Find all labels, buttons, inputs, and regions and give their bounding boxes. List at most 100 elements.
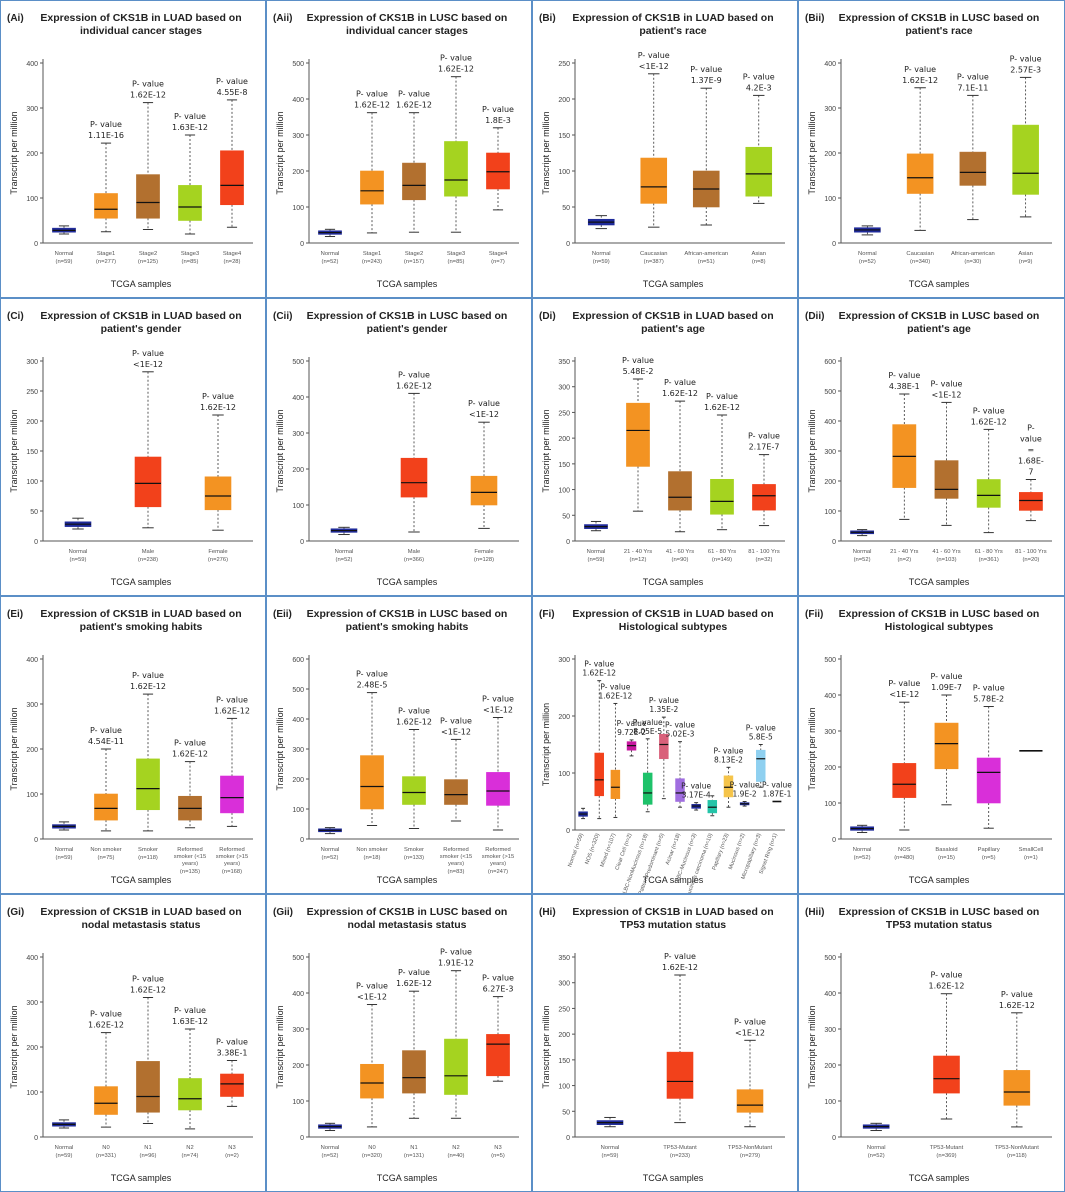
panel-label: (Gii) <box>273 907 293 918</box>
box-iqr <box>402 162 426 201</box>
box-group: P- value 1.63E-12 Stage3 (n=85) <box>172 112 208 265</box>
boxplot-svg: (Ci) Expression of CKS1B in LUAD based on… <box>7 310 253 587</box>
box-group: P- value 1.62E-12 N0 (n=331) <box>88 1010 124 1159</box>
sample-count-label: (n=51) <box>698 259 715 265</box>
chart-title-line1: Expression of CKS1B in LUAD based on <box>40 608 241 620</box>
p-value-text: 5.78E-2 <box>973 695 1004 704</box>
y-axis-label: Transcript per million <box>807 707 817 790</box>
box-group: P- value 1.62E-12 Male (n=366) <box>396 370 432 563</box>
y-tick-label: 250 <box>26 389 38 396</box>
p-value-text: 1.63E-12 <box>172 123 208 132</box>
panel-label: (Fii) <box>805 609 823 620</box>
panel-label: (Di) <box>539 311 556 322</box>
p-value-label: P- value <box>174 739 206 748</box>
x-axis-label: TCGA samples <box>377 279 438 289</box>
box-group: P- value 6.27E-3 N3 (n=5) <box>482 974 514 1159</box>
box-group: P- value 1.62E-12 Stage3 (n=85) <box>438 54 474 265</box>
y-tick-label: 200 <box>824 479 836 486</box>
sample-count-label: (n=131) <box>404 1153 424 1159</box>
p-value-label: P- value <box>356 982 388 991</box>
x-axis-label: TCGA samples <box>111 279 172 289</box>
category-label: 61 - 80 Yrs <box>975 549 1003 555</box>
sample-count-label: (n=125) <box>138 259 158 265</box>
box-group: P- value 1.62E-12 61 - 80 Yrs (n=149) <box>704 392 740 563</box>
box-iqr <box>642 772 653 805</box>
panel-label: (Gi) <box>7 907 24 918</box>
y-tick-label: 300 <box>292 431 304 438</box>
y-tick-label: 0 <box>566 241 570 248</box>
box-iqr <box>486 1034 510 1077</box>
chart-title-line1: Expression of CKS1B in LUSC based on <box>307 12 508 24</box>
y-tick-label: 0 <box>34 241 38 248</box>
p-value-text: 1.62E-12 <box>582 669 616 678</box>
p-value-text: <1E-12 <box>639 62 669 71</box>
box-iqr <box>710 478 734 515</box>
category-label: 61 - 80 Yrs <box>708 549 736 555</box>
chart-title-line1: Expression of CKS1B in LUSC based on <box>839 12 1040 24</box>
box-group: Normal (n=52) <box>850 824 875 861</box>
chart-panel-fi: (Fi) Expression of CKS1B in LUAD based on… <box>532 596 798 894</box>
y-tick-label: 300 <box>292 747 304 754</box>
category-label: Mucinous (n=2) <box>728 832 747 870</box>
p-value-label: P- value <box>216 695 248 704</box>
p-value-text: 1.68E- <box>1018 457 1044 466</box>
sample-count-label: (n=168) <box>222 869 242 875</box>
box-group: P- value 1.8E-3 Stage4 (n=7) <box>482 105 514 265</box>
box-group: P- value 1.62E-12 61 - 80 Yrs (n=361) <box>971 406 1007 563</box>
box-iqr <box>626 402 650 467</box>
box-group: P- value <1E-12 NOS (n=480) <box>888 679 920 861</box>
chart-title-line1: Expression of CKS1B in LUSC based on <box>839 608 1040 620</box>
x-axis-label: TCGA samples <box>909 1173 970 1183</box>
y-tick-label: 150 <box>558 1058 570 1065</box>
y-tick-label: 300 <box>26 359 38 366</box>
y-tick-label: 200 <box>824 151 836 158</box>
box-group: P- value <1E-12 41 - 60 Yrs (n=103) <box>931 379 963 563</box>
box-group: P- value <1E-12 Male (n=238) <box>132 349 164 563</box>
p-value-text: 1.8E-3 <box>485 116 511 125</box>
p-value-text: 1.62E-12 <box>214 706 250 715</box>
category-label: years) <box>224 861 240 867</box>
box-group: P- value <1E-12 N0 (n=320) <box>356 982 388 1159</box>
p-value-text: <1E-12 <box>357 993 387 1002</box>
category-label: 21 - 40 Yrs <box>890 549 918 555</box>
category-label: Normal <box>853 847 872 853</box>
box-iqr <box>976 757 1001 804</box>
category-label: Asian <box>751 251 766 257</box>
y-axis-label: Transcript per million <box>275 1005 285 1088</box>
boxplot-svg: (Cii) Expression of CKS1B in LUSC based o… <box>273 310 519 587</box>
p-value-text: 5.48E-2 <box>623 367 654 376</box>
box-iqr <box>178 185 202 221</box>
p-value-label: P- value <box>706 392 738 401</box>
p-value-label: P- value <box>90 1010 122 1019</box>
box-iqr <box>934 722 959 770</box>
y-tick-label: 400 <box>292 717 304 724</box>
box-group: Normal (n=52) <box>318 228 342 265</box>
y-tick-label: 150 <box>558 462 570 469</box>
p-value-label: P- value <box>973 684 1005 693</box>
sample-count-label: (n=243) <box>362 259 382 265</box>
sample-count-label: (n=52) <box>322 855 339 861</box>
y-tick-label: 0 <box>34 1135 38 1142</box>
box-group: Normal (n=59) <box>52 225 76 265</box>
box-iqr <box>178 1078 202 1111</box>
category-label: Stage4 <box>223 251 242 257</box>
sample-count-label: (n=5) <box>491 1153 505 1159</box>
box-group: Normal (n=59) <box>587 215 615 265</box>
box-iqr <box>594 752 604 797</box>
box-group: P- value 1.62E-12 Caucasian (n=340) <box>902 65 938 265</box>
sample-count-label: (n=12) <box>630 557 647 563</box>
chart-title-line1: Expression of CKS1B in LUAD based on <box>572 12 773 24</box>
chart-title-line2: TP53 mutation status <box>886 919 992 931</box>
y-axis-label: Transcript per million <box>9 1005 19 1088</box>
chart-panel-ei: (Ei) Expression of CKS1B in LUAD based on… <box>0 596 266 894</box>
category-label: Acinar (n=18) <box>665 832 682 865</box>
p-value-label: P- value <box>132 671 164 680</box>
chart-panel-di: (Di) Expression of CKS1B in LUAD based on… <box>532 298 798 596</box>
p-value-text: 1.62E-12 <box>704 403 740 412</box>
p-value-text: 5.8E-5 <box>749 733 773 742</box>
chart-title-line2: patient's gender <box>101 323 182 335</box>
y-tick-label: 0 <box>832 837 836 844</box>
box-iqr <box>668 471 692 511</box>
